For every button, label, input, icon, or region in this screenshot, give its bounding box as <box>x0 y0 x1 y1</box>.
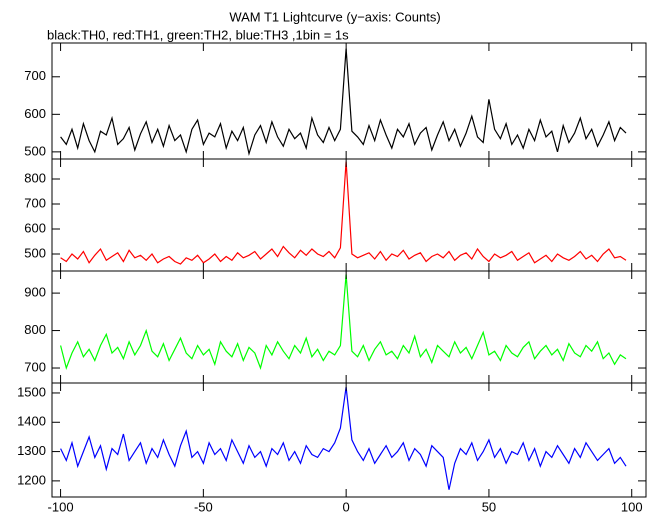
y-tick-label: 1200 <box>17 472 46 487</box>
y-tick-label: 1400 <box>17 414 46 429</box>
light-curve <box>60 48 627 157</box>
x-tick-label: 0 <box>343 499 350 514</box>
y-tick-label: 800 <box>24 322 46 337</box>
y-tick-label: 900 <box>24 285 46 300</box>
y-tick-label: 600 <box>24 220 46 235</box>
y-tick-label: 500 <box>24 143 46 158</box>
panel-frame <box>51 382 647 498</box>
y-tick-label: 1300 <box>17 443 46 458</box>
y-tick-label: 800 <box>24 170 46 185</box>
chart-subtitle: black:TH0, red:TH1, green:TH2, blue:TH3 … <box>47 27 349 42</box>
y-tick-label: 700 <box>24 195 46 210</box>
x-tick-label: 100 <box>621 499 643 514</box>
y-tick-label: 700 <box>24 359 46 374</box>
light-curve <box>60 387 627 490</box>
x-tick-label: -100 <box>48 499 74 514</box>
y-tick-label: 700 <box>24 68 46 83</box>
chart-title: WAM T1 Lightcurve (y−axis: Counts) <box>229 9 440 24</box>
y-tick-label: 1500 <box>17 384 46 399</box>
light-curve <box>60 274 627 370</box>
panel-frame <box>51 270 647 384</box>
light-curve <box>60 161 627 265</box>
y-tick-label: 500 <box>24 245 46 260</box>
x-tick-label: -50 <box>194 499 213 514</box>
x-tick-label: 50 <box>482 499 496 514</box>
panel-frame <box>51 42 647 160</box>
y-tick-label: 600 <box>24 106 46 121</box>
